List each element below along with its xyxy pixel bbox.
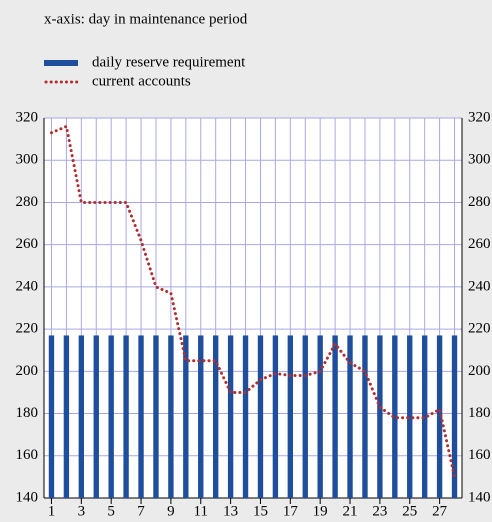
y-tick-label: 300	[16, 152, 39, 168]
x-tick-label: 27	[432, 503, 448, 519]
x-tick-label: 15	[253, 503, 268, 519]
bar	[227, 335, 234, 498]
bar	[272, 335, 279, 498]
bar	[138, 335, 144, 498]
x-tick-label: 3	[78, 503, 86, 519]
y-tick-label: 240	[16, 278, 39, 294]
bar	[362, 335, 368, 498]
x-tick-label: 19	[313, 503, 328, 519]
y2-tick-label: 240	[468, 278, 491, 294]
y2-tick-label: 300	[468, 152, 491, 168]
bar	[332, 335, 338, 498]
x-tick-label: 7	[137, 503, 145, 519]
x-tick-label: 5	[107, 503, 115, 519]
plot-area	[44, 118, 462, 498]
x-tick-label: 1	[48, 503, 56, 519]
y2-tick-label: 140	[468, 489, 491, 505]
bar	[287, 335, 294, 498]
x-tick-label: 23	[372, 503, 387, 519]
bar	[302, 335, 308, 498]
y2-tick-label: 280	[468, 194, 491, 210]
y2-tick-label: 200	[468, 363, 491, 379]
bar	[421, 335, 428, 498]
bar	[78, 335, 85, 498]
y2-tick-label: 220	[468, 321, 491, 337]
y2-tick-label: 320	[468, 109, 491, 125]
y-tick-label: 320	[16, 109, 39, 125]
bar	[451, 335, 458, 498]
bar	[48, 335, 55, 498]
bar	[212, 335, 219, 498]
bar	[242, 335, 249, 498]
y-tick-label: 180	[16, 405, 39, 421]
y-tick-label: 260	[16, 236, 39, 252]
bar	[108, 335, 114, 498]
bar	[317, 335, 323, 498]
x-tick-label: 9	[167, 503, 175, 519]
bar	[183, 335, 189, 498]
bar	[168, 335, 174, 498]
x-tick-label: 17	[283, 503, 299, 519]
bar	[377, 335, 383, 498]
bar	[123, 335, 129, 498]
y2-tick-label: 260	[468, 236, 491, 252]
y2-tick-label: 180	[468, 405, 491, 421]
line	[49, 124, 457, 479]
bar	[198, 335, 204, 498]
bar	[257, 335, 264, 498]
y-tick-label: 220	[16, 321, 39, 337]
annotation: x-axis: day in maintenance period	[44, 11, 248, 27]
legend-label: daily reserve requirement	[92, 54, 246, 70]
bar	[93, 335, 99, 498]
bar	[392, 335, 398, 498]
x-tick-label: 11	[194, 503, 208, 519]
y-tick-label: 160	[16, 447, 39, 463]
bar	[347, 335, 353, 498]
x-tick-label: 25	[402, 503, 417, 519]
y-tick-label: 200	[16, 363, 39, 379]
legend-swatch	[44, 60, 78, 66]
x-tick-label: 13	[223, 503, 238, 519]
y-tick-label: 280	[16, 194, 39, 210]
bar	[436, 335, 443, 498]
bar	[63, 335, 70, 498]
bar	[153, 335, 159, 498]
legend-label: current accounts	[92, 73, 191, 89]
x-tick-label: 21	[343, 503, 358, 519]
y2-tick-label: 160	[468, 447, 491, 463]
bar	[407, 335, 413, 498]
y-tick-label: 140	[16, 489, 39, 505]
